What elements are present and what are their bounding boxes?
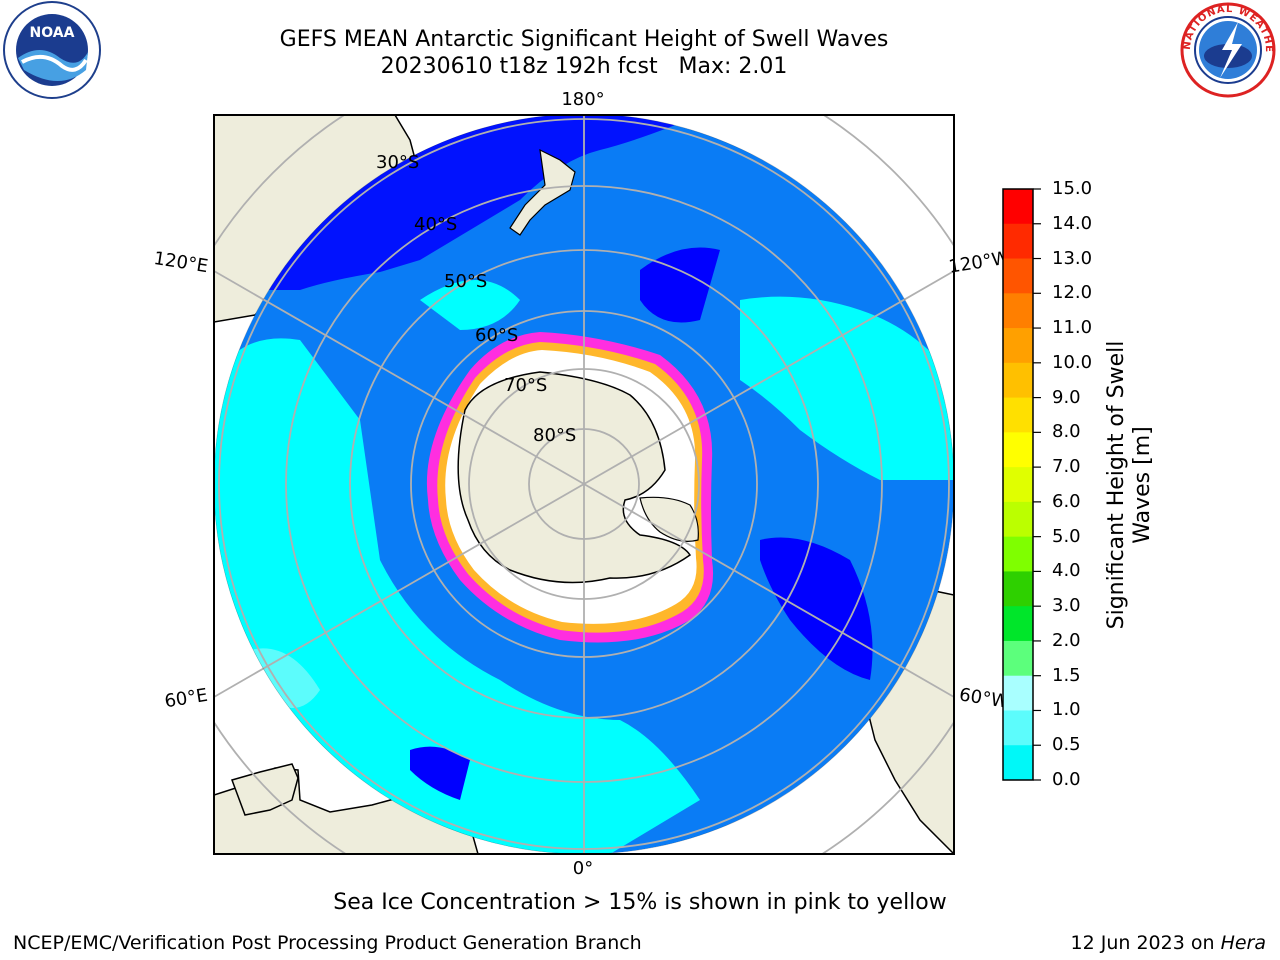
colorbar-title: Significant Height of Swell Waves [m] [1104,285,1156,685]
lat-label-80s: 80°S [533,425,576,446]
colorbar-tick-label: 6.0 [1052,490,1081,512]
colorbar-tick-label: 0.0 [1052,769,1081,790]
colorbar-tick-label: 8.0 [1052,421,1081,443]
high-swell-region-north [420,280,520,330]
lon-label-180: 180° [561,89,604,110]
lon-label-60e: 60°E [163,685,209,713]
lat-label-30s: 30°S [376,152,419,173]
colorbar-band [1003,432,1033,468]
colorbar-tick-label: 15.0 [1052,178,1093,199]
colorbar-tick-label: 5.0 [1052,525,1081,547]
colorbar-band [1003,710,1033,746]
sea-ice-note: Sea Ice Concentration > 15% is shown in … [333,890,947,915]
colorbar-band [1003,640,1033,677]
colorbar-tick-label: 0.5 [1052,734,1081,756]
colorbar-ticks [1033,188,1041,781]
colorbar-tick-label: 7.0 [1052,456,1081,478]
colorbar-tick-label: 4.0 [1052,560,1081,582]
nz-land [509,148,576,236]
lon-label-0: 0° [573,858,593,879]
colorbar-band [1003,293,1033,329]
colorbar-band [1003,571,1033,607]
colorbar-band [1003,501,1033,538]
colorbar-band [1003,362,1033,399]
low-swell-region-pacific [640,247,720,323]
lat-label-40s: 40°S [414,214,457,235]
colorbar-band [1003,223,1033,260]
colorbar-band [1003,675,1033,711]
colorbar-band [1003,606,1033,642]
footer-credit: NCEP/EMC/Verification Post Processing Pr… [13,932,642,954]
national-weather-service-logo: NATIONAL WEATHER SERVICE [1176,0,1276,98]
colorbar-tick-label: 2.0 [1052,629,1081,651]
colorbar-band [1003,258,1033,294]
colorbar-tick-label: 9.0 [1052,386,1081,408]
lon-label-120w: 120°W [947,247,1011,277]
high-swell-region-pacific [740,296,954,480]
chart-subtitle: 20230610 t18z 192h fcst Max: 2.01 [380,54,788,79]
colorbar-tick-label: 3.0 [1052,595,1081,617]
colorbar-band [1003,189,1033,225]
sea-ice-region [426,332,714,643]
high-swell-region-indian [214,338,700,854]
noaa-logo-text: NOAA [30,25,75,41]
colorbar-band [1003,536,1033,572]
lat-label-60s: 60°S [475,325,518,346]
madagascar-land [231,763,299,816]
lat-label-70s: 70°S [504,375,547,396]
colorbar-tick-label: 14.0 [1052,212,1093,234]
colorbar-band [1003,467,1033,503]
colorbar-tick-label: 11.0 [1052,317,1093,339]
low-swell-region-drake [760,537,873,680]
antarctica-land [457,371,692,584]
footer-host: Hera [1220,932,1266,954]
colorbar-band [1003,745,1033,781]
colorbar-tick-label: 12.0 [1052,282,1093,304]
colorbar-band [1003,397,1033,433]
noaa-logo: NOAA [3,1,101,99]
colorbar-tick-label: 1.5 [1052,664,1081,686]
colorbar-frame [1002,188,1034,781]
map-frame [213,114,955,855]
low-swell-region-south [410,746,470,800]
colorbar-title-line1: Significant Height of Swell [1104,340,1129,630]
graticule [214,115,954,854]
colorbar-tick-label: 10.0 [1052,351,1093,373]
chart-title: GEFS MEAN Antarctic Significant Height o… [279,27,889,52]
footer-date-text: 12 Jun 2023 on [1070,932,1221,954]
colorbar-band [1003,328,1033,364]
colorbar-title-line2: Waves [m] [1130,426,1155,544]
lat-label-50s: 50°S [444,271,487,292]
footer-date: 12 Jun 2023 on Hera [1071,932,1266,954]
colorbar-tick-label: 13.0 [1052,247,1093,269]
colorbar [1003,189,1033,781]
lon-label-120e: 120°E [152,248,209,277]
colorbar-tick-label: 1.0 [1052,699,1081,721]
